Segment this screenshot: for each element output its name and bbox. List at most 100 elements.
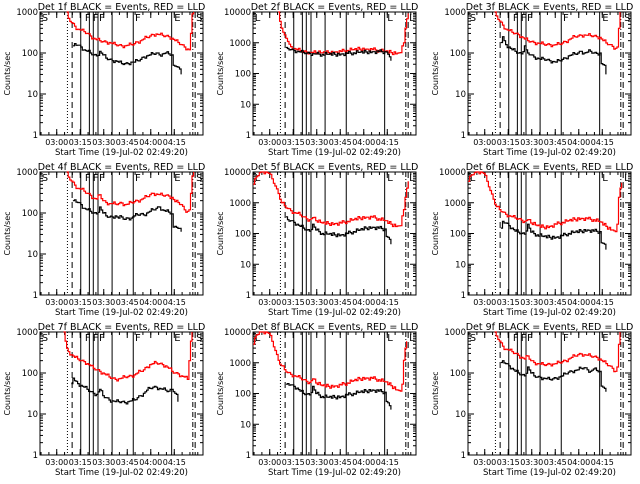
- lld-series-line: [66, 11, 195, 51]
- marker-letter: L: [387, 173, 393, 184]
- lld-series-line: [468, 171, 623, 233]
- events-series-line: [285, 46, 392, 61]
- x-tick-label: 04:15: [591, 298, 614, 307]
- lld-series-line: [494, 11, 621, 50]
- marker-letter: L: [602, 173, 608, 184]
- marker-letter: L: [387, 333, 393, 344]
- x-tick-label: 03:00: [473, 138, 496, 147]
- x-tick-label: 03:00: [258, 458, 281, 467]
- panel-det-1f: Det 1f BLACK = Events, RED = LLD 1 10 100 10…: [3, 2, 205, 158]
- x-tick-label: 03:00: [258, 138, 281, 147]
- marker-letter: S: [470, 13, 476, 24]
- y-tick-label: 100: [235, 390, 251, 400]
- marker-letter: S: [196, 333, 202, 344]
- x-tick-label: 04:00: [139, 138, 162, 147]
- x-tick-label: 03:00: [45, 298, 68, 307]
- y-tick-label: 100: [450, 230, 466, 240]
- marker-letter: L: [409, 13, 415, 24]
- panel-title: Det 5f BLACK = Events, RED = LLD: [251, 162, 419, 173]
- marker-letter: E: [174, 173, 180, 184]
- x-tick-label: 03:15: [69, 138, 92, 147]
- y-tick-label: 1000: [16, 8, 38, 18]
- y-tick-label: 1: [246, 131, 251, 141]
- marker-letter: F: [85, 173, 91, 184]
- y-tick-label: 10000: [224, 168, 251, 178]
- marker-letter: S: [42, 333, 48, 344]
- marker-letter: E: [174, 333, 180, 344]
- y-tick-label: 1000: [229, 199, 251, 209]
- panel-det-8f: Det 8f BLACK = Events, RED = LLD 1 10 100 10…: [216, 322, 418, 478]
- x-tick-label: 03:45: [116, 298, 139, 307]
- x-tick-label: 03:30: [520, 138, 543, 147]
- y-tick-label: 1: [246, 451, 251, 461]
- plot-frame: [39, 171, 204, 296]
- y-tick-label: 1: [33, 131, 38, 141]
- marker-letter: F: [521, 13, 527, 24]
- panel-title: Det 3f BLACK = Events, RED = LLD: [466, 2, 634, 13]
- y-tick-label: 1: [461, 131, 466, 141]
- x-tick-label: 03:15: [69, 298, 92, 307]
- y-tick-label: 1000: [229, 39, 251, 49]
- marker-letter: F: [135, 13, 141, 24]
- panel-title: Det 4f BLACK = Events, RED = LLD: [38, 162, 206, 173]
- x-tick-label: 03:30: [305, 298, 328, 307]
- x-axis-label: Start Time (19-Jul-02 02:49:20): [268, 308, 401, 318]
- x-tick-label: 03:30: [305, 138, 328, 147]
- x-tick-label: 03:00: [473, 298, 496, 307]
- x-tick-label: 03:45: [329, 138, 352, 147]
- y-tick-label: 1000: [444, 328, 466, 338]
- events-series-line: [72, 199, 182, 232]
- y-tick-label: 1000: [229, 359, 251, 369]
- marker-letter: F: [93, 13, 99, 24]
- y-axis-label: Counts/sec: [216, 211, 225, 255]
- lld-series-line: [253, 171, 409, 228]
- plot-frame: [467, 11, 632, 136]
- y-tick-label: 10000: [439, 168, 466, 178]
- y-axis-label: Counts/sec: [3, 371, 12, 415]
- x-tick-label: 03:45: [329, 458, 352, 467]
- marker-letter: E: [602, 333, 608, 344]
- y-tick-label: 100: [22, 369, 38, 379]
- marker-letter: F: [513, 13, 519, 24]
- y-tick-label: 10: [455, 260, 466, 270]
- x-tick-label: 04:00: [139, 298, 162, 307]
- panel-det-2f: Det 2f BLACK = Events, RED = LLD 1 10 100 10…: [216, 2, 418, 158]
- marker-letter: S: [42, 13, 48, 24]
- y-axis-label: Counts/sec: [431, 211, 440, 255]
- panel-det-5f: Det 5f BLACK = Events, RED = LLD 1 10 100 10…: [216, 162, 418, 318]
- x-tick-label: 04:15: [591, 138, 614, 147]
- y-tick-label: 100: [22, 49, 38, 59]
- x-tick-label: 03:15: [282, 458, 305, 467]
- marker-letter: S: [196, 173, 202, 184]
- marker-letter: F: [521, 333, 527, 344]
- x-axis-label: Start Time (19-Jul-02 02:49:20): [483, 148, 616, 158]
- y-axis-label: Counts/sec: [216, 371, 225, 415]
- panel-title: Det 2f BLACK = Events, RED = LLD: [251, 2, 419, 13]
- y-tick-label: 10: [240, 100, 251, 110]
- x-tick-label: 03:15: [282, 298, 305, 307]
- marker-letter: L: [255, 333, 261, 344]
- y-axis-label: Counts/sec: [3, 211, 12, 255]
- x-tick-label: 03:45: [116, 458, 139, 467]
- y-tick-label: 10: [455, 410, 466, 420]
- x-tick-label: 04:00: [139, 458, 162, 467]
- events-series-line: [500, 360, 607, 392]
- y-tick-label: 1: [33, 291, 38, 301]
- plot-frame: [252, 331, 417, 456]
- x-tick-label: 03:45: [544, 138, 567, 147]
- y-tick-label: 100: [450, 369, 466, 379]
- marker-letter: F: [563, 333, 569, 344]
- x-tick-label: 03:00: [258, 298, 281, 307]
- x-tick-label: 04:00: [352, 298, 375, 307]
- y-tick-label: 10000: [224, 8, 251, 18]
- marker-letter: F: [99, 173, 105, 184]
- panel-title: Det 8f BLACK = Events, RED = LLD: [251, 322, 419, 333]
- events-series-line: [500, 220, 607, 250]
- lld-series-line: [66, 171, 195, 213]
- x-tick-label: 03:15: [69, 458, 92, 467]
- marker-letter: L: [470, 173, 476, 184]
- events-series-line: [285, 383, 392, 410]
- x-tick-label: 04:15: [376, 298, 399, 307]
- x-tick-label: 04:00: [567, 458, 590, 467]
